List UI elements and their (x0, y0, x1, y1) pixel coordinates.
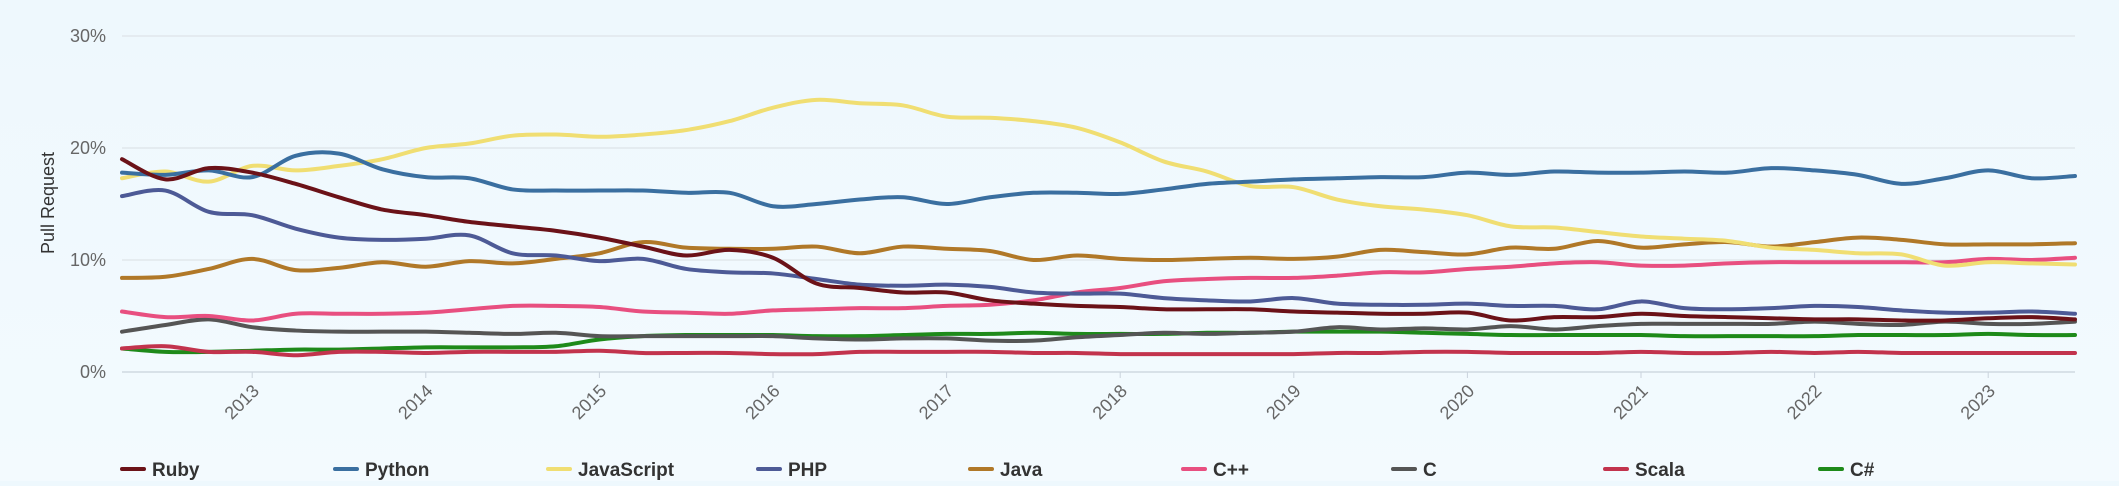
y-axis: 0% 10% 20% 30% (70, 26, 106, 382)
legend: Ruby Python JavaScript PHP Java C++ C Scala C# (120, 460, 1875, 481)
legend-label: Ruby (152, 460, 200, 481)
x-tick-label: 2018 (1089, 381, 1131, 423)
x-axis: 2013 2014 2015 2016 2017 2018 2019 2020 2021 2022… (221, 372, 1999, 423)
series-line-ruby (120, 157, 2077, 323)
x-tick-label: 2020 (1436, 381, 1478, 423)
series-line-cplusplus (120, 255, 2077, 323)
legend-item-python[interactable]: Python (333, 460, 429, 481)
x-tick-label: 2013 (221, 381, 263, 423)
x-tick-label: 2023 (1957, 381, 1999, 423)
legend-label: PHP (788, 460, 827, 481)
legend-item-php[interactable]: PHP (756, 460, 827, 481)
y-tick-label: 20% (70, 138, 106, 158)
legend-label: Python (365, 460, 429, 481)
series-lines (120, 97, 2077, 358)
gridlines (122, 35, 2075, 373)
y-tick-label: 10% (70, 250, 106, 270)
legend-label: Scala (1635, 460, 1685, 481)
x-tick-label: 2021 (1609, 381, 1651, 423)
legend-item-scala[interactable]: Scala (1603, 460, 1685, 481)
y-axis-title: Pull Request (38, 152, 58, 254)
legend-item-java[interactable]: Java (968, 460, 1043, 481)
series-line-php (120, 188, 2077, 316)
y-tick-label: 30% (70, 26, 106, 46)
x-tick-label: 2019 (1262, 381, 1304, 423)
legend-label: C++ (1213, 460, 1249, 481)
y-tick-label: 0% (80, 362, 106, 382)
legend-label: JavaScript (578, 460, 675, 481)
legend-item-c[interactable]: C (1391, 460, 1437, 481)
legend-label: Java (1000, 460, 1043, 481)
series-line-javascript (120, 97, 2077, 268)
legend-item-csharp[interactable]: C# (1818, 460, 1875, 481)
x-tick-label: 2022 (1783, 381, 1825, 423)
series-line-c (120, 317, 2077, 343)
series-line-java (120, 235, 2077, 280)
x-tick-label: 2014 (394, 381, 436, 423)
legend-label: C# (1850, 460, 1875, 481)
legend-item-cplusplus[interactable]: C++ (1181, 460, 1249, 481)
legend-item-ruby[interactable]: Ruby (120, 460, 200, 481)
x-tick-label: 2016 (741, 381, 783, 423)
series-line-csharp (120, 329, 2077, 355)
legend-label: C (1423, 460, 1437, 481)
legend-item-javascript[interactable]: JavaScript (546, 460, 675, 481)
series-line-scala (120, 344, 2077, 358)
x-tick-label: 2017 (915, 381, 957, 423)
x-tick-label: 2015 (568, 381, 610, 423)
series-line-python (120, 150, 2077, 209)
